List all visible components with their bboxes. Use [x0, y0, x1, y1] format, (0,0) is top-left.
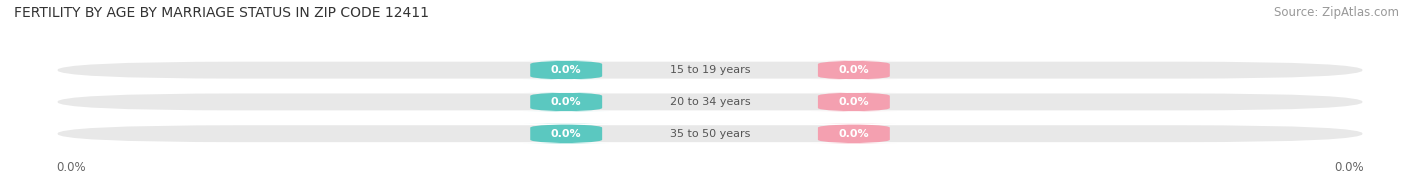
Text: FERTILITY BY AGE BY MARRIAGE STATUS IN ZIP CODE 12411: FERTILITY BY AGE BY MARRIAGE STATUS IN Z… [14, 6, 429, 20]
Text: 0.0%: 0.0% [838, 65, 869, 75]
Text: 15 to 19 years: 15 to 19 years [669, 65, 751, 75]
FancyBboxPatch shape [56, 60, 1364, 80]
Text: 0.0%: 0.0% [551, 129, 582, 139]
FancyBboxPatch shape [811, 92, 897, 112]
FancyBboxPatch shape [523, 92, 609, 112]
FancyBboxPatch shape [56, 124, 1364, 143]
Text: 0.0%: 0.0% [56, 161, 86, 174]
Text: 20 to 34 years: 20 to 34 years [669, 97, 751, 107]
Text: 0.0%: 0.0% [551, 65, 582, 75]
FancyBboxPatch shape [811, 124, 897, 143]
FancyBboxPatch shape [523, 60, 609, 80]
Text: 0.0%: 0.0% [838, 129, 869, 139]
FancyBboxPatch shape [56, 92, 1364, 112]
Text: 35 to 50 years: 35 to 50 years [669, 129, 751, 139]
FancyBboxPatch shape [523, 124, 609, 143]
Text: Source: ZipAtlas.com: Source: ZipAtlas.com [1274, 6, 1399, 19]
Text: 0.0%: 0.0% [838, 97, 869, 107]
FancyBboxPatch shape [811, 60, 897, 80]
Text: 0.0%: 0.0% [551, 97, 582, 107]
Text: 0.0%: 0.0% [1334, 161, 1364, 174]
